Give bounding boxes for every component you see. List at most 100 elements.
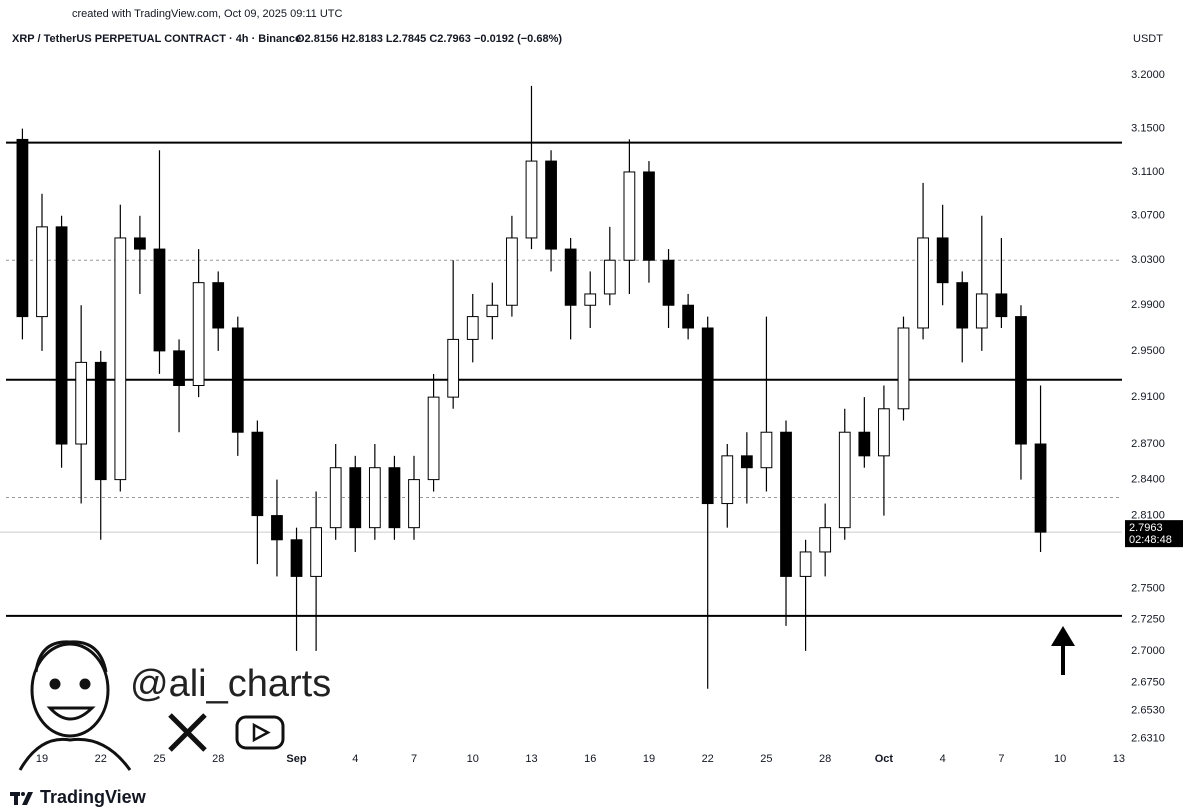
x-tick-label: 10 <box>467 753 479 765</box>
candle-body <box>153 248 166 352</box>
x-tick-label: 7 <box>998 753 1004 765</box>
y-tick-label: 2.8100 <box>1131 509 1165 521</box>
y-tick-label: 2.7500 <box>1131 583 1165 595</box>
candle-body <box>349 467 362 529</box>
candle-body <box>701 327 714 505</box>
x-tick-label: 10 <box>1054 753 1066 765</box>
candle-body <box>858 431 871 457</box>
youtube-logo <box>235 715 285 750</box>
candle-body <box>917 237 929 329</box>
candle-body <box>408 479 420 529</box>
candle-body <box>368 467 381 529</box>
axis-layer: 3.2000 3.1500 3.1100 3.0700 3.0300 2.9900 2.95… <box>1125 69 1183 744</box>
candle-body <box>1034 443 1047 533</box>
candle-body <box>819 527 832 553</box>
candle-body <box>584 293 597 306</box>
x-tick-label: 16 <box>584 753 596 765</box>
x-tick-label: Sep <box>286 753 306 765</box>
chart-title: XRP / TetherUS PERPETUAL CONTRACT · 4h ·… <box>12 33 301 45</box>
candle-body <box>290 539 303 577</box>
x-tick-label: 22 <box>95 753 107 765</box>
x-logo <box>168 713 207 752</box>
candle-body <box>662 259 675 306</box>
candle-body <box>466 316 479 340</box>
candle-body <box>760 431 773 469</box>
x-tick-label: 4 <box>940 753 946 765</box>
price-label: 2.7963 <box>1129 522 1163 534</box>
credit: created with TradingView.com, Oct 09, 20… <box>72 8 343 20</box>
y-tick-label: 2.7000 <box>1131 645 1165 657</box>
footer-band <box>0 785 1189 810</box>
watermark: @ali_charts <box>130 663 331 705</box>
candle-body <box>956 282 969 329</box>
y-tick-label: 2.9500 <box>1131 345 1165 357</box>
x-tick-label: 22 <box>702 753 714 765</box>
y-tick-label: 3.1500 <box>1131 123 1165 135</box>
candle-body <box>55 226 68 445</box>
y-tick-label: 2.7250 <box>1131 614 1165 626</box>
x-tick-label: 25 <box>153 753 165 765</box>
candle-body <box>310 527 322 577</box>
x-tick-label: 25 <box>760 753 772 765</box>
candle-body <box>447 338 460 398</box>
x-tick-label: 19 <box>643 753 655 765</box>
candle-body <box>231 327 244 433</box>
candle-body <box>525 160 538 239</box>
x-tick-label: 13 <box>1113 753 1125 765</box>
price-label-box <box>1125 520 1183 548</box>
y-tick-label: 2.6310 <box>1131 732 1165 744</box>
footer-brand: TradingView <box>40 787 147 807</box>
candle-body <box>192 282 205 387</box>
candle-body <box>682 304 695 329</box>
candle-body <box>623 171 636 261</box>
candle-body <box>506 237 518 306</box>
candle-body <box>114 237 127 481</box>
candle-body <box>721 455 734 505</box>
y-tick-label: 3.0300 <box>1131 254 1165 266</box>
y-tick-label: 2.8400 <box>1131 474 1165 486</box>
currency: USDT <box>1133 33 1163 45</box>
candle-body <box>975 293 988 329</box>
candle-body <box>995 293 1008 318</box>
candle-body <box>643 171 655 261</box>
candle-body <box>564 248 577 306</box>
price-axis <box>1122 25 1189 785</box>
candle-body <box>878 408 890 457</box>
y-tick-label: 3.0700 <box>1131 210 1165 222</box>
x-tick-label: 19 <box>36 753 48 765</box>
candle-body <box>780 431 792 577</box>
avatar <box>18 640 132 771</box>
candle-body <box>1015 316 1027 445</box>
x-tick-label: Oct <box>875 753 894 765</box>
candle-body <box>75 361 88 445</box>
candle-body <box>799 551 812 577</box>
candle-body <box>36 226 48 318</box>
candle-body <box>329 467 342 529</box>
candle-body <box>271 515 283 541</box>
y-tick-label: 3.2000 <box>1131 69 1165 81</box>
y-tick-label: 2.8700 <box>1131 438 1165 450</box>
ohlc-label: O2.8156 H2.8183 L2.7845 C2.7963 −0.0192 … <box>296 33 562 45</box>
candle-body <box>94 361 107 481</box>
tv-logo <box>10 792 33 805</box>
candle-body <box>545 160 557 250</box>
x-tick-label: 13 <box>525 753 537 765</box>
candle-body <box>603 259 616 295</box>
candle-body <box>486 304 499 318</box>
x-tick-label: 28 <box>212 753 224 765</box>
candle-body <box>16 138 29 318</box>
x-tick-label: 4 <box>352 753 358 765</box>
candle-body <box>173 350 185 387</box>
countdown: 02:48:48 <box>1129 534 1172 546</box>
arrow <box>1051 626 1075 675</box>
y-tick-label: 2.6750 <box>1131 676 1165 688</box>
x-tick-label: 7 <box>411 753 417 765</box>
candle-body <box>740 455 753 469</box>
y-tick-label: 2.9100 <box>1131 391 1165 403</box>
y-tick-label: 2.9900 <box>1131 299 1165 311</box>
candle-body <box>838 431 851 529</box>
candle-body <box>388 467 401 529</box>
